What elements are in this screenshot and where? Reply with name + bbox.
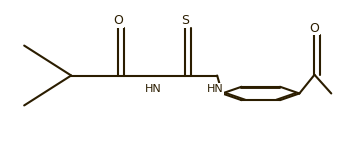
Text: HN: HN [207,84,224,94]
Text: O: O [113,14,123,27]
Text: O: O [310,22,319,35]
Text: HN: HN [145,84,162,94]
Text: S: S [181,14,189,27]
